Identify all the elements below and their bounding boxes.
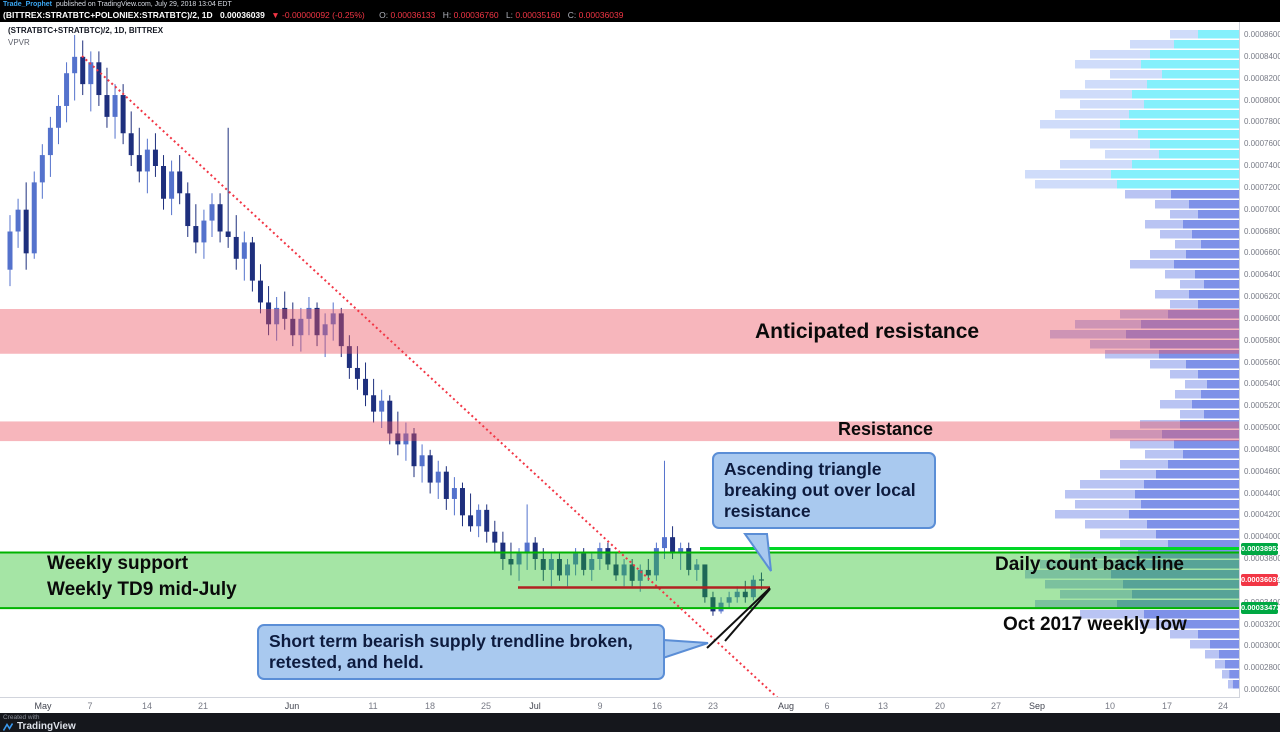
close-value: 0.00036039 [578, 10, 624, 20]
annotation-oct-2017-weekly-low: Oct 2017 weekly low [1003, 614, 1187, 635]
attribution-text: published on TradingView.com, July 29, 2… [55, 1, 232, 8]
price-axis-badge: 0.00038952 [1241, 542, 1280, 555]
callout-bearish-trendline: Short term bearish supply trendline brok… [257, 624, 665, 680]
annotation-resistance: Resistance [838, 419, 934, 439]
time-axis-label: 23 [707, 701, 719, 711]
time-axis-label: 25 [480, 701, 492, 711]
tradingview-wordmark[interactable]: TradingView [17, 721, 76, 732]
author-link[interactable]: Trade_Prophet [3, 1, 53, 8]
time-axis-label: 6 [824, 701, 830, 711]
time-axis[interactable]: May 7 14 21 Jun 11 18 25 Jul 9 16 23 Aug 6 13 20 27 Sep 10… [0, 697, 1240, 714]
created-with-label: Created with [3, 714, 40, 721]
time-axis-label: 17 [1161, 701, 1173, 711]
time-axis-label: Jul [529, 701, 541, 711]
callout-ascending-triangle: Ascending triangle breaking out over loc… [712, 452, 936, 529]
price-change: ▼ -0.00000092 (-0.25%) [271, 10, 365, 20]
chart-legend-indicator[interactable]: VPVR [8, 38, 30, 47]
time-axis-label: 10 [1104, 701, 1116, 711]
time-axis-label: 13 [877, 701, 889, 711]
ascending-triangle-line-1 [706, 587, 771, 649]
annotation-daily-count-back-line: Daily count back line [995, 554, 1184, 575]
price-axis-badge: 0.00033473 [1241, 602, 1280, 615]
close-label: C: [567, 10, 577, 20]
chart-legend-symbol[interactable]: (STRATBTC+STRATBTC)/2, 1D, BITTREX [8, 26, 164, 35]
time-axis-label: 27 [990, 701, 1002, 711]
footer-bar: Created with TradingView [0, 713, 1280, 732]
weekly-support-zone [0, 552, 1240, 609]
high-value: 0.00036760 [453, 10, 499, 20]
attribution-bar: Trade_Prophet published on TradingView.c… [0, 0, 1280, 9]
open-label: O: [379, 10, 389, 20]
anticipated-resistance-zone [0, 309, 1240, 354]
symbol-name: (BITTREX:STRATBTC+POLONIEX:STRATBTC)/2, … [3, 10, 213, 20]
time-axis-label: Sep [1028, 701, 1046, 711]
time-axis-label: 18 [424, 701, 436, 711]
callout-tails [662, 533, 772, 660]
time-axis-label: Jun [284, 701, 300, 711]
time-axis-label: 24 [1217, 701, 1229, 711]
low-label: L: [505, 10, 514, 20]
zone-bands [0, 309, 1240, 610]
price-axis-label: 0.00034000 [1244, 598, 1280, 607]
candlestick-series [7, 35, 764, 616]
ascending-triangle-line-2 [724, 588, 771, 642]
symbol-bar: (BITTREX:STRATBTC+POLONIEX:STRATBTC)/2, … [0, 9, 1280, 22]
bearish-supply-trendline [81, 55, 781, 701]
annotation-anticipated-resistance: Anticipated resistance [755, 320, 980, 343]
volume-profile [1025, 30, 1240, 689]
time-axis-label: 14 [141, 701, 153, 711]
time-axis-label: 20 [934, 701, 946, 711]
tradingview-logo-icon [3, 722, 13, 731]
last-price: 0.00036039 [219, 10, 265, 20]
time-axis-label: 9 [597, 701, 603, 711]
time-axis-label: Aug [777, 701, 795, 711]
high-label: H: [442, 10, 452, 20]
annotation-weekly-support-line1: Weekly support [47, 553, 189, 574]
open-value: 0.00036133 [390, 10, 436, 20]
annotation-weekly-td9-line2: Weekly TD9 mid-July [47, 579, 237, 600]
time-axis-label: 11 [368, 701, 378, 711]
low-value: 0.00035160 [515, 10, 561, 20]
resistance-zone [0, 421, 1240, 442]
time-axis-label: 7 [87, 701, 93, 711]
price-axis-badge: 0.00036039 [1241, 574, 1280, 587]
time-axis-label: 21 [197, 701, 209, 711]
time-axis-label: May [34, 701, 52, 711]
time-axis-label: 16 [651, 701, 663, 711]
annotation-weekly-support: Weekly support Weekly TD9 mid-July [47, 551, 237, 603]
drawn-lines [81, 55, 1240, 701]
